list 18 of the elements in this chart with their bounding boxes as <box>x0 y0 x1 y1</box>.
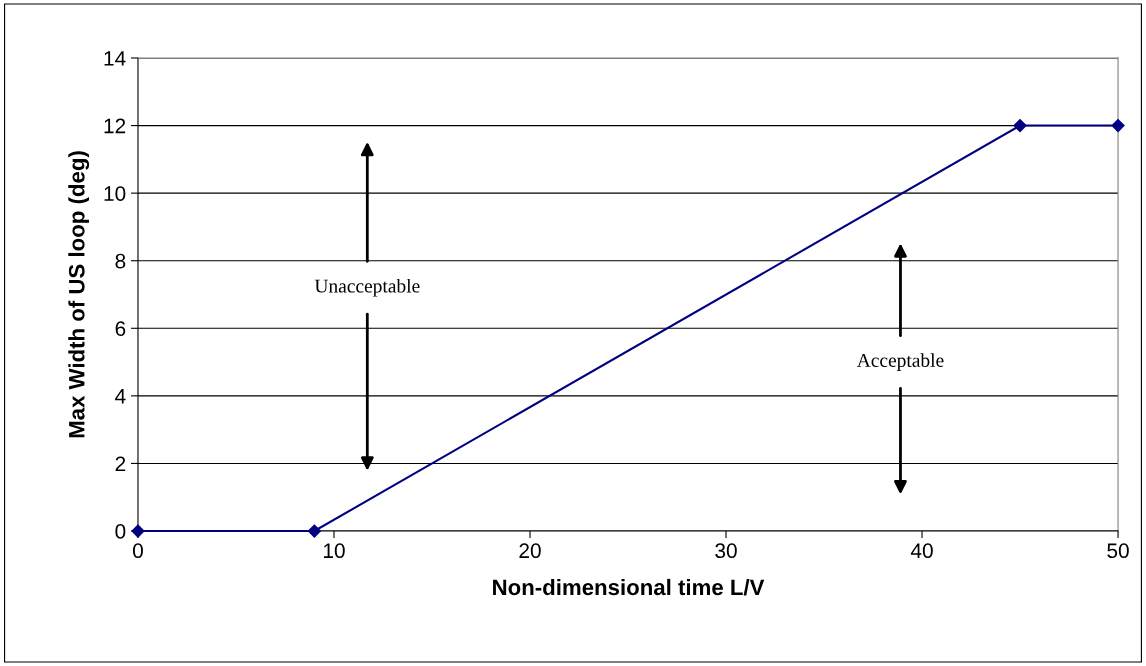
y-tick-label: 4 <box>115 389 126 404</box>
x-tick-label: 40 <box>910 543 933 559</box>
y-tick-label: 10 <box>104 186 126 201</box>
x-axis-title: Non-dimensional time L/V <box>493 578 765 596</box>
y-tick-label: 6 <box>115 321 126 337</box>
x-tick-label: 30 <box>715 543 737 559</box>
x-tick-label: 10 <box>323 543 345 559</box>
y-tick-label: 2 <box>115 456 126 471</box>
y-axis-title: Max Width of US loop (deg) <box>68 151 90 438</box>
y-tick-label: 0 <box>115 524 126 539</box>
annotation: Unacceptable <box>314 278 420 297</box>
annotation: Acceptable <box>856 353 944 371</box>
x-tick-label: 50 <box>1107 543 1129 559</box>
y-tick-label: 8 <box>115 253 126 269</box>
x-tick-label: 0 <box>133 543 143 559</box>
y-tick-label: 12 <box>104 118 126 134</box>
x-tick-label: 20 <box>519 543 541 559</box>
y-tick-label: 14 <box>104 51 126 66</box>
